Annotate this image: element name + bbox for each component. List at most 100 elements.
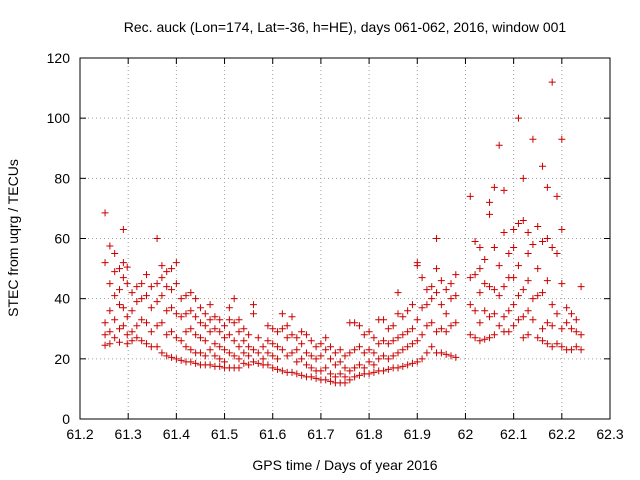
data-point bbox=[240, 359, 248, 367]
data-point bbox=[380, 337, 388, 345]
data-point bbox=[293, 346, 301, 354]
data-point bbox=[336, 370, 344, 378]
data-point bbox=[307, 352, 315, 360]
data-point bbox=[476, 337, 484, 345]
data-point bbox=[216, 316, 224, 324]
x-axis-label: GPS time / Days of year 2016 bbox=[252, 457, 437, 473]
data-point bbox=[317, 340, 325, 348]
data-point bbox=[442, 328, 450, 336]
data-point bbox=[365, 346, 373, 354]
data-point bbox=[534, 292, 542, 300]
data-point bbox=[187, 307, 195, 315]
data-point bbox=[138, 280, 146, 288]
data-point bbox=[331, 373, 339, 381]
data-point bbox=[147, 328, 155, 336]
data-point bbox=[331, 361, 339, 369]
data-point bbox=[447, 280, 455, 288]
data-point bbox=[196, 334, 204, 342]
data-point bbox=[408, 325, 416, 333]
data-point bbox=[249, 301, 257, 309]
data-point bbox=[119, 259, 127, 267]
data-point bbox=[196, 349, 204, 357]
data-point bbox=[327, 355, 335, 363]
data-point bbox=[490, 310, 498, 318]
data-point bbox=[138, 337, 146, 345]
data-point bbox=[312, 374, 320, 382]
data-point bbox=[128, 307, 136, 315]
data-point bbox=[433, 235, 441, 242]
data-point bbox=[264, 361, 272, 369]
data-point bbox=[437, 349, 445, 357]
data-point bbox=[192, 313, 200, 321]
data-point bbox=[548, 301, 556, 309]
data-point bbox=[133, 298, 141, 306]
data-point bbox=[101, 209, 109, 217]
data-point bbox=[298, 371, 306, 379]
data-point bbox=[283, 334, 291, 342]
data-point bbox=[128, 328, 136, 336]
data-point bbox=[142, 319, 150, 327]
data-point bbox=[442, 286, 450, 294]
data-point bbox=[360, 349, 368, 357]
data-point bbox=[360, 331, 368, 339]
data-point bbox=[548, 343, 556, 351]
data-point bbox=[293, 358, 301, 366]
data-point bbox=[476, 265, 484, 273]
data-point bbox=[119, 225, 127, 233]
data-point bbox=[312, 355, 320, 363]
x-tick-label: 62.2 bbox=[548, 426, 575, 442]
data-point bbox=[249, 310, 257, 318]
x-tick-label: 61.5 bbox=[211, 426, 238, 442]
data-point bbox=[192, 295, 200, 303]
data-point bbox=[216, 355, 224, 363]
data-point bbox=[278, 325, 286, 333]
data-point bbox=[355, 361, 363, 369]
data-point bbox=[384, 340, 392, 348]
data-point bbox=[404, 307, 412, 315]
data-point bbox=[177, 313, 185, 321]
data-point bbox=[182, 343, 190, 351]
data-point bbox=[351, 364, 359, 372]
data-point bbox=[168, 353, 176, 361]
data-point bbox=[307, 373, 315, 381]
data-point bbox=[142, 292, 150, 300]
data-point bbox=[495, 292, 503, 300]
data-point bbox=[254, 359, 262, 367]
data-point bbox=[187, 325, 195, 333]
data-point bbox=[182, 292, 190, 300]
data-point bbox=[495, 322, 503, 330]
data-point bbox=[539, 238, 547, 246]
data-point bbox=[486, 313, 494, 321]
data-point bbox=[182, 310, 190, 318]
data-point bbox=[182, 328, 190, 336]
data-point bbox=[201, 310, 209, 318]
data-point bbox=[558, 135, 566, 143]
data-point bbox=[153, 298, 161, 306]
data-point bbox=[225, 304, 233, 312]
data-point bbox=[423, 301, 431, 309]
data-point bbox=[116, 338, 124, 346]
data-point bbox=[577, 346, 585, 354]
data-point bbox=[481, 256, 489, 264]
data-point bbox=[116, 325, 124, 333]
data-point bbox=[500, 186, 508, 194]
data-point bbox=[101, 331, 109, 339]
chart-title: Rec. auck (Lon=174, Lat=-36, h=HE), days… bbox=[124, 19, 567, 35]
data-point bbox=[543, 277, 551, 285]
data-point bbox=[365, 358, 373, 366]
data-point bbox=[452, 353, 460, 361]
data-point bbox=[158, 349, 166, 357]
data-point bbox=[577, 331, 585, 339]
y-tick-label: 80 bbox=[54, 170, 70, 186]
data-point bbox=[245, 343, 253, 351]
data-point bbox=[293, 370, 301, 378]
data-point bbox=[471, 334, 479, 342]
data-point bbox=[380, 316, 388, 324]
data-point bbox=[106, 328, 114, 336]
data-point bbox=[505, 307, 513, 315]
data-point bbox=[476, 289, 484, 297]
data-point bbox=[196, 319, 204, 327]
data-point bbox=[111, 334, 119, 342]
data-point bbox=[510, 244, 518, 252]
data-point bbox=[519, 216, 527, 224]
